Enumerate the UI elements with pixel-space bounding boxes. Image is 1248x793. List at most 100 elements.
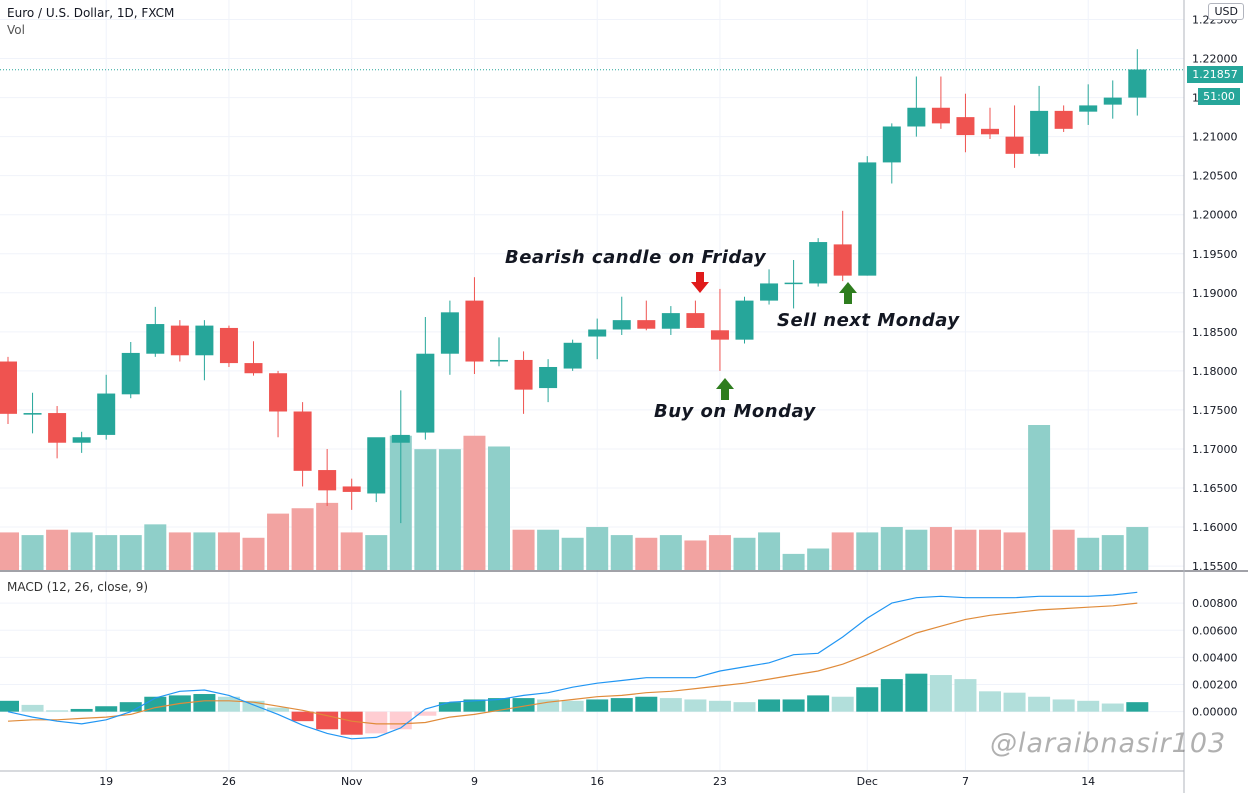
candle-body [809,242,828,284]
volume-bar [586,527,609,570]
y-tick-label: 1.19500 [1192,248,1238,261]
y-tick-label: 1.21000 [1192,131,1238,144]
y-tick-label: 1.20500 [1192,170,1238,183]
x-tick-label: 26 [222,775,236,788]
candle-body [686,313,705,328]
annotations: Bearish candle on Friday Buy on Monday Sel… [505,247,960,422]
macd-histogram-bar [1126,702,1149,712]
volume-bar [782,553,805,570]
candle-body [710,330,729,340]
candle-body [367,437,386,494]
volume-bar [316,502,339,570]
volume-bar [1028,425,1051,570]
candle-body [563,342,582,369]
macd-histogram-bar [340,711,363,735]
y-tick-label: 1.18000 [1192,365,1238,378]
macd-histogram-bar [291,711,314,722]
candle-body [48,413,67,443]
macd-histogram-bar [610,698,633,712]
volume-bar [856,532,879,570]
candle-body [0,361,17,414]
candle-body [833,244,852,276]
y-tick-label: 1.18500 [1192,326,1238,339]
candle-body [1079,105,1098,112]
volume-bar [708,535,731,570]
candle-body [23,413,42,415]
annotation-bearish: Bearish candle on Friday [505,247,767,268]
candle-body [637,320,656,329]
macd-histogram-bar [782,699,805,712]
volume-bar [95,535,118,570]
macd-histogram-bar [46,710,69,712]
macd-histogram-bar [1003,692,1026,712]
arrow-down-icon [691,272,709,293]
macd-histogram-bar [708,700,731,712]
volume-bar [0,532,19,570]
candle-body [195,325,214,356]
macd-histogram-bar [635,696,658,712]
symbol-title: Euro / U.S. Dollar, 1D, FXCM [7,6,175,20]
watermark-text: @laraibnasir103 [990,728,1227,759]
x-tick-label: Nov [341,775,363,788]
x-tick-label: 19 [99,775,113,788]
macd-histogram-bar [21,704,44,712]
candle-body [760,283,779,301]
candle-body [1005,136,1024,154]
volume-bar [1126,527,1149,570]
macd-line [7,591,1138,740]
candle-body [440,312,459,354]
arrow-up-icon [839,282,857,304]
candle-body [1103,97,1122,105]
y-tick-label: 1.16000 [1192,521,1238,534]
arrow-up-icon [716,378,734,400]
volume-bar [144,524,167,570]
candle-body [121,352,140,395]
y-tick-label: 1.15500 [1192,560,1238,573]
macd-histogram-bar [0,700,19,712]
macd-histogram-bar [70,708,93,712]
macd-histogram-bar [586,699,609,712]
macd-histogram-bar [954,679,977,712]
volume-bar [929,527,952,570]
volume-bar [610,535,633,570]
grid [0,0,1184,770]
macd-histogram-bar [365,711,388,734]
candle-body [97,393,116,435]
candle-body [1054,110,1073,129]
volume-bar [119,535,142,570]
macd-histogram-bar [95,706,118,712]
candle-body [244,363,263,374]
volume-label: Vol [7,23,25,37]
volume-bar [291,508,314,570]
macd-histogram-bar [758,699,781,712]
x-tick-label: 16 [590,775,604,788]
y-tick-label: 1.17500 [1192,404,1238,417]
macd-histogram-bar [512,698,535,712]
annotation-sell: Sell next Monday [777,310,960,331]
macd-histogram-bar [733,702,756,712]
volume-bar [46,529,69,570]
volume-bar [438,449,461,570]
volume-bar [242,537,265,570]
macd-histogram-bar [242,700,265,712]
volume-bar [168,532,191,570]
candle-body [416,353,435,433]
volume-bar [561,537,584,570]
volume-bar [684,540,707,570]
candle-body [490,359,508,362]
last-price-badge: 1.21857 [1187,66,1243,83]
volume-bar [807,548,830,570]
annotation-buy: Buy on Monday [654,401,817,422]
macd-title: MACD (12, 26, close, 9) [7,580,149,594]
candle-body [539,366,558,389]
volume-bar [1101,535,1124,570]
volume-bar [979,529,1001,570]
volume-bar [635,537,658,570]
macd-histogram-bar [389,711,412,730]
macd-histogram-bar [929,675,952,712]
currency-button[interactable]: USD [1208,3,1244,20]
macd-histogram-bar [561,700,584,712]
candle-body [784,282,803,285]
